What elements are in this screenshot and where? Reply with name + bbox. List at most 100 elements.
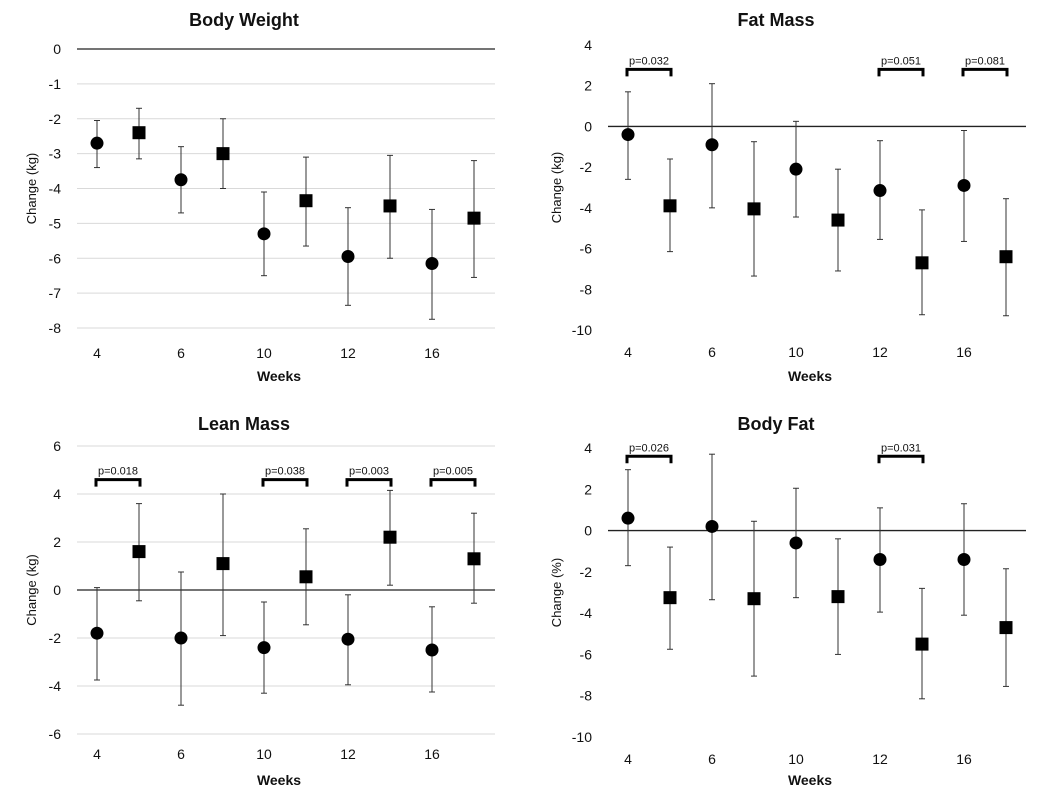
data-point-circle bbox=[174, 631, 188, 645]
y-tick-label: -1 bbox=[49, 76, 62, 92]
y-tick-label: 4 bbox=[584, 37, 592, 53]
x-tick-label: 10 bbox=[788, 751, 804, 767]
data-point-square bbox=[467, 211, 481, 225]
significance-bracket bbox=[877, 67, 925, 77]
data-point-circle bbox=[257, 227, 271, 241]
x-tick-label: 10 bbox=[256, 746, 272, 762]
data-point-square bbox=[915, 256, 929, 270]
x-axis-label: Weeks bbox=[788, 772, 832, 788]
data-point-circle bbox=[174, 173, 188, 187]
y-tick-label: -8 bbox=[49, 320, 62, 336]
p-value-label: p=0.003 bbox=[349, 466, 389, 478]
y-tick-label: -2 bbox=[49, 111, 62, 127]
chart-panel: Lean Mass 6 4 2 0 -2 -4 -6 4 6 10 12 16 Weeks Change (… bbox=[24, 414, 495, 788]
x-tick-label: 16 bbox=[424, 345, 440, 361]
p-value-label: p=0.018 bbox=[98, 466, 138, 478]
y-tick-label: 2 bbox=[53, 534, 61, 550]
chart-title: Body Weight bbox=[189, 10, 299, 30]
data-point-circle bbox=[90, 136, 104, 150]
chart-title: Fat Mass bbox=[737, 10, 814, 30]
x-tick-label: 12 bbox=[872, 751, 888, 767]
y-tick-label: -8 bbox=[580, 688, 593, 704]
data-point-square bbox=[747, 202, 761, 216]
y-tick-label: 2 bbox=[584, 481, 592, 497]
significance-bracket bbox=[94, 478, 142, 487]
x-tick-label: 4 bbox=[93, 345, 101, 361]
y-tick-label: -4 bbox=[49, 678, 62, 694]
y-tick-label: -6 bbox=[580, 241, 593, 257]
data-point-circle bbox=[789, 536, 803, 550]
chart-panel: Fat Mass 4 2 0 -2 -4 -6 -8 -10 4 6 10 12 16 Weeks Chang… bbox=[549, 10, 1026, 384]
x-tick-label: 16 bbox=[956, 344, 972, 360]
data-point-square bbox=[216, 557, 230, 571]
data-point-square bbox=[831, 590, 845, 604]
chart-title: Body Fat bbox=[737, 414, 814, 434]
p-value-label: p=0.051 bbox=[881, 55, 921, 67]
data-point-square bbox=[299, 194, 313, 208]
y-tick-label: -3 bbox=[49, 146, 62, 162]
x-tick-label: 4 bbox=[624, 344, 632, 360]
y-tick-label: 4 bbox=[53, 486, 61, 502]
y-tick-label: -6 bbox=[49, 726, 62, 742]
x-tick-label: 4 bbox=[624, 751, 632, 767]
y-tick-label: 0 bbox=[53, 41, 61, 57]
x-tick-label: 16 bbox=[956, 751, 972, 767]
significance-bracket bbox=[429, 478, 477, 487]
data-point-circle bbox=[705, 519, 719, 533]
y-tick-label: -2 bbox=[49, 630, 62, 646]
p-value-label: p=0.031 bbox=[881, 442, 921, 454]
x-tick-label: 10 bbox=[256, 345, 272, 361]
data-point-circle bbox=[90, 626, 104, 640]
y-tick-label: -7 bbox=[49, 285, 62, 301]
data-point-circle bbox=[621, 511, 635, 525]
p-value-label: p=0.026 bbox=[629, 442, 669, 454]
x-axis-label: Weeks bbox=[788, 368, 832, 384]
y-tick-label: -10 bbox=[572, 322, 592, 338]
data-point-square bbox=[132, 126, 146, 140]
significance-bracket bbox=[625, 67, 673, 77]
y-tick-label: -8 bbox=[580, 281, 593, 297]
x-axis-label: Weeks bbox=[257, 772, 301, 788]
data-point-square bbox=[663, 591, 677, 605]
data-point-square bbox=[999, 621, 1013, 635]
data-point-circle bbox=[789, 162, 803, 176]
data-point-square bbox=[999, 250, 1013, 264]
y-tick-label: 0 bbox=[584, 118, 592, 134]
data-point-square bbox=[663, 199, 677, 213]
y-tick-label: 0 bbox=[584, 523, 592, 539]
p-value-label: p=0.005 bbox=[433, 466, 473, 478]
significance-bracket bbox=[261, 478, 309, 487]
data-point-circle bbox=[873, 552, 887, 566]
data-point-circle bbox=[341, 632, 355, 646]
significance-bracket bbox=[877, 454, 925, 464]
data-point-square bbox=[383, 199, 397, 213]
data-point-circle bbox=[425, 643, 439, 657]
chart-panel: Body Weight 0 -1 -2 -3 -4 -5 -6 -7 -8 4 6 10 12 16 Week… bbox=[24, 10, 495, 384]
x-tick-label: 16 bbox=[424, 746, 440, 762]
data-point-square bbox=[299, 570, 313, 584]
p-value-label: p=0.032 bbox=[629, 55, 669, 67]
p-value-label: p=0.081 bbox=[965, 55, 1005, 67]
significance-bracket bbox=[625, 454, 673, 464]
x-tick-label: 10 bbox=[788, 344, 804, 360]
x-tick-label: 12 bbox=[340, 746, 356, 762]
chart-title: Lean Mass bbox=[198, 414, 290, 434]
data-point-circle bbox=[957, 552, 971, 566]
y-tick-label: 2 bbox=[584, 78, 592, 94]
data-point-circle bbox=[873, 184, 887, 198]
data-point-square bbox=[915, 637, 929, 651]
data-point-circle bbox=[257, 641, 271, 655]
x-tick-label: 4 bbox=[93, 746, 101, 762]
y-axis-label: Change (%) bbox=[549, 558, 564, 627]
x-tick-label: 12 bbox=[340, 345, 356, 361]
data-point-square bbox=[132, 545, 146, 559]
y-axis-label: Change (kg) bbox=[24, 554, 39, 626]
x-tick-label: 12 bbox=[872, 344, 888, 360]
data-point-square bbox=[467, 552, 481, 566]
x-tick-label: 6 bbox=[708, 751, 716, 767]
y-tick-label: -2 bbox=[580, 159, 593, 175]
data-point-square bbox=[216, 147, 230, 161]
y-tick-label: -5 bbox=[49, 215, 62, 231]
data-point-circle bbox=[341, 250, 355, 264]
